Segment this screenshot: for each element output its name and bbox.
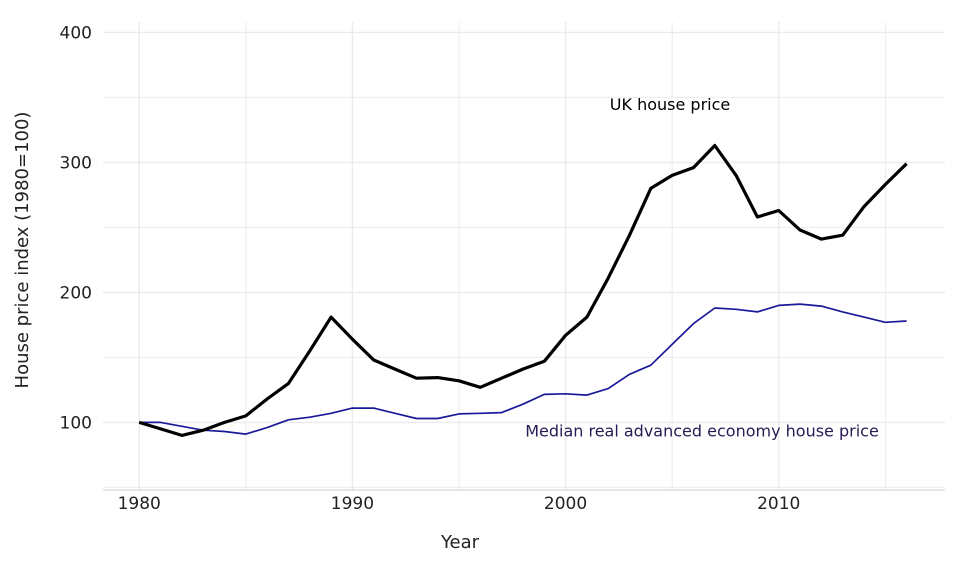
y-tick-label: 400 [60, 23, 92, 43]
x-tick-label: 1990 [331, 494, 374, 514]
y-tick-label: 200 [60, 283, 92, 303]
series-line-uk-house-price [138, 143, 908, 437]
y-tick-label: 100 [60, 413, 92, 433]
annotation-uk-house-price: UK house price [610, 95, 730, 114]
annotation-median-house-price: Median real advanced economy house price [525, 422, 879, 441]
x-axis-title: Year [440, 532, 480, 553]
series-line-median-real-advanced-economy-house-price [139, 303, 907, 435]
grid [103, 22, 945, 491]
tick-labels: 1980 1990 2000 2010 100 200 300 400 [60, 23, 801, 514]
x-tick-label: 1980 [118, 494, 161, 514]
y-tick-label: 300 [60, 153, 92, 173]
x-tick-label: 2000 [544, 494, 587, 514]
y-axis-title: House price index (1980=100) [12, 112, 33, 389]
x-tick-label: 2010 [757, 494, 800, 514]
series-lines [138, 143, 908, 437]
